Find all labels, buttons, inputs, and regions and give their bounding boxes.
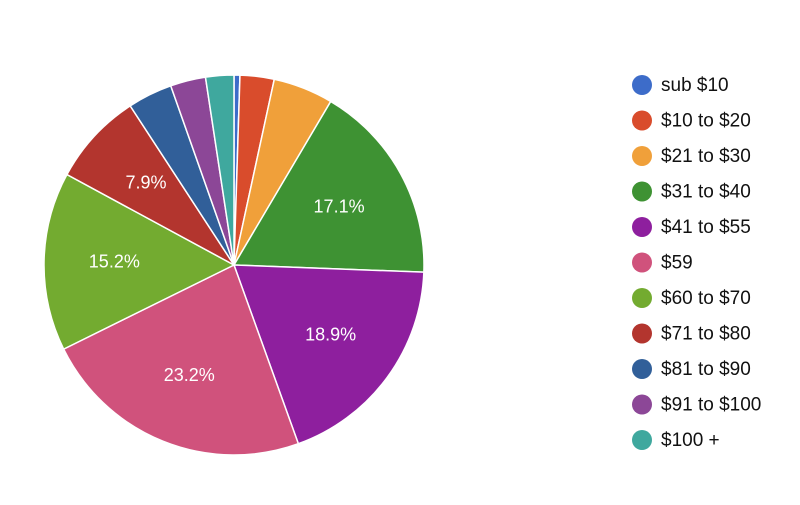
slice-label: 7.9% <box>125 173 166 193</box>
legend-label: $60 to $70 <box>661 288 751 309</box>
legend-swatch <box>632 75 652 95</box>
legend-label: $59 <box>661 253 693 274</box>
legend-label: $31 to $40 <box>661 182 751 203</box>
slice-label: 17.1% <box>314 196 365 216</box>
legend-swatch <box>632 323 652 344</box>
pie-slice <box>62 263 300 456</box>
pie-slice <box>232 100 425 273</box>
legend-swatch <box>632 288 652 308</box>
legend-swatch <box>632 359 652 379</box>
slice-label: 15.2% <box>89 251 140 271</box>
legend-label: $10 to $20 <box>661 111 751 132</box>
legend-label: $100 + <box>661 430 720 451</box>
pie-slice <box>232 264 425 445</box>
legend-label: sub $10 <box>661 75 729 96</box>
legend-label: $21 to $30 <box>661 146 751 167</box>
legend-swatch <box>632 181 652 202</box>
legend-label: $71 to $80 <box>661 324 751 345</box>
pie-slice <box>65 104 235 266</box>
legend-swatch <box>632 146 652 166</box>
legend-swatch <box>632 252 652 273</box>
legend-swatch <box>632 217 652 237</box>
legend-label: $91 to $100 <box>661 395 761 416</box>
pie-slice <box>204 74 235 266</box>
legend-swatch <box>632 394 652 415</box>
legend-label: $41 to $55 <box>661 217 751 238</box>
legend-swatch <box>632 110 652 131</box>
legend-swatch <box>632 430 652 450</box>
slice-label: 23.2% <box>164 365 215 385</box>
pie-slice <box>43 173 236 351</box>
legend-label: $81 to $90 <box>661 359 751 380</box>
slice-label: 18.9% <box>305 324 356 344</box>
